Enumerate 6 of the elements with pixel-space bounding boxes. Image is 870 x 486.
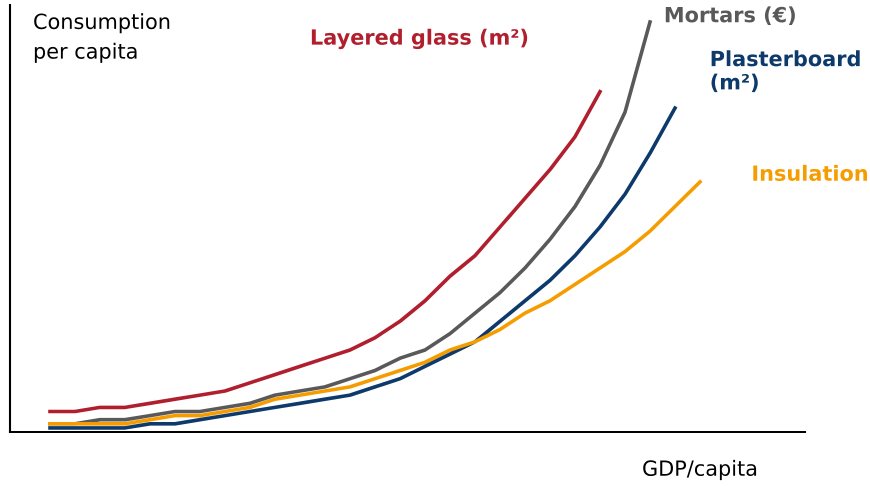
- text: Layered glass (m²): [312, 28, 528, 50]
- series-label: Plasterboard (m²): [712, 50, 860, 92]
- text: Insulation: [753, 164, 868, 181]
- x-axis-title: GDP/capita: [643, 460, 756, 480]
- y-axis-title: Consumption per capita: [34, 13, 170, 63]
- series-label: Mortars (€): [666, 6, 795, 25]
